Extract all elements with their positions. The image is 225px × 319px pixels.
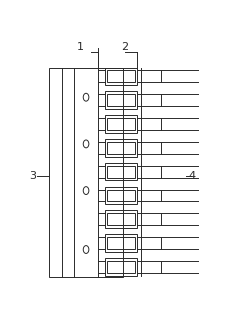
Bar [107, 118, 134, 130]
Bar [105, 211, 136, 228]
Bar [107, 70, 134, 82]
Text: 4: 4 [188, 171, 195, 181]
Bar [105, 68, 136, 85]
Bar [105, 163, 136, 181]
Bar [107, 142, 134, 154]
Bar [107, 94, 134, 106]
Bar [107, 166, 134, 178]
Bar [105, 258, 136, 276]
Bar [107, 237, 134, 249]
Bar [107, 189, 134, 201]
Text: 2: 2 [120, 42, 128, 52]
Bar [105, 91, 136, 109]
Bar [105, 187, 136, 204]
Bar [105, 115, 136, 133]
Bar [105, 139, 136, 157]
Text: 1: 1 [77, 42, 84, 52]
Bar [105, 234, 136, 252]
Bar [49, 68, 122, 277]
Bar [107, 213, 134, 225]
Bar [107, 261, 134, 273]
Text: 3: 3 [29, 171, 36, 181]
